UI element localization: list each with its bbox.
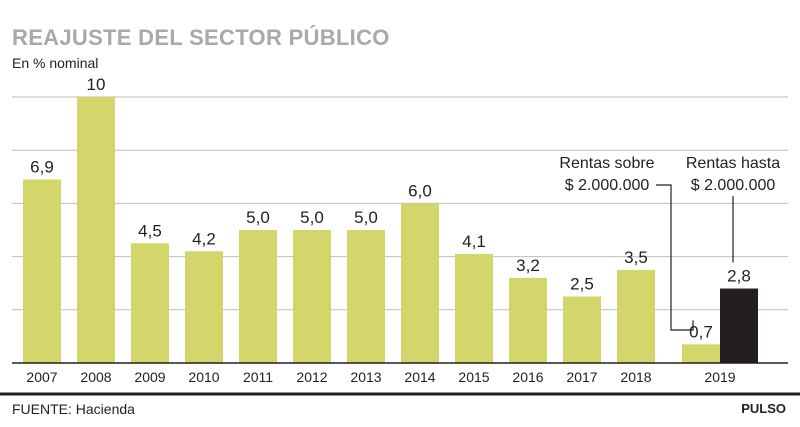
annotation-1-line-2: $ 2.000.000 [691,177,776,194]
brand-logo: PULSO [741,401,786,416]
data-label-2009: 4,5 [138,221,162,240]
data-label-2012: 5,0 [300,208,324,227]
data-label-2011: 5,0 [246,208,270,227]
annotation-0-leader [656,184,694,331]
data-label-2018: 3,5 [624,248,648,267]
data-label-2015: 4,1 [462,232,486,251]
data-label-2016: 3,2 [516,256,540,275]
data-label-2019-s1: 2,8 [727,267,751,286]
x-tick-label-2011: 2011 [243,369,273,385]
bar-2014 [401,203,439,363]
x-tick-label-2007: 2007 [26,369,57,385]
data-label-2019-s0: 0,7 [689,322,713,341]
x-tick-label-2012: 2012 [296,369,327,385]
bar-2016 [509,277,547,363]
x-tick-label-2015: 2015 [458,369,489,385]
bar-2012 [293,230,331,363]
x-tick-label-2019: 2019 [704,369,735,385]
bar-2017 [563,296,601,363]
x-tick-label-2014: 2014 [404,369,435,385]
bar-2007 [23,179,61,363]
bar-2015 [455,253,493,363]
annotation-1-line-1: Rentas hasta [686,155,780,172]
annotation-0-line-1: Rentas sobre [559,155,654,172]
bar-2019-s0 [682,344,720,363]
data-label-2010: 4,2 [192,229,216,248]
bar-2011 [239,230,277,363]
x-tick-label-2017: 2017 [566,369,597,385]
x-tick-label-2009: 2009 [134,369,165,385]
data-label-2013: 5,0 [354,208,378,227]
data-label-2007: 6,9 [30,157,54,176]
x-tick-label-2018: 2018 [620,369,651,385]
source-note: FUENTE: Hacienda [12,401,135,417]
data-label-2014: 6,0 [408,181,432,200]
x-tick-label-2016: 2016 [512,369,543,385]
bar-2019-s1 [720,288,758,363]
chart-title: REAJUSTE DEL SECTOR PÚBLICO [12,25,390,50]
x-tick-label-2013: 2013 [350,369,381,385]
bar-2018 [617,269,655,363]
x-tick-label-2008: 2008 [80,369,111,385]
data-label-2017: 2,5 [570,275,594,294]
annotation-0-line-2: $ 2.000.000 [565,177,650,194]
x-tick-label-2010: 2010 [188,369,219,385]
bar-2013 [347,230,385,363]
bar-2009 [131,243,169,363]
bar-2010 [185,251,223,363]
bar-2008 [77,97,115,363]
chart-subtitle: En % nominal [12,55,99,71]
data-label-2008: 10 [87,75,106,94]
